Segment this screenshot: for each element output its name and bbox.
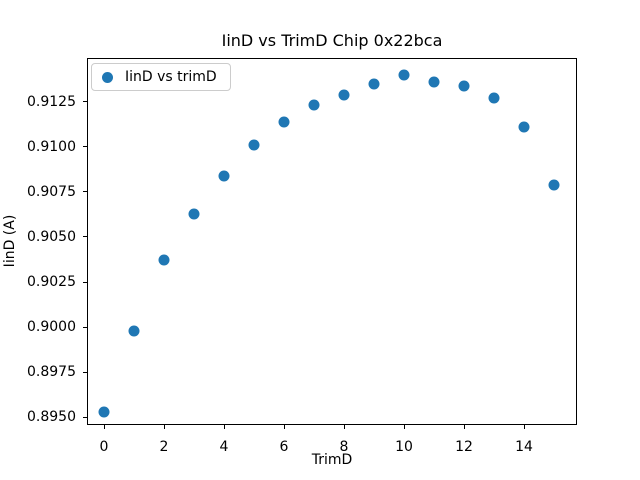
y-tick-mark [83,101,87,103]
plot-area [87,58,577,425]
x-tick-label: 14 [515,438,533,455]
y-tick-mark [83,416,87,418]
data-point [518,121,530,133]
x-tick-mark [103,424,105,429]
x-tick-label: 0 [99,438,109,455]
y-tick-mark [83,371,87,373]
scatter-marker-icon [102,71,113,83]
legend-label: IinD vs trimD [125,69,217,85]
y-tick-mark [83,146,87,148]
data-point [398,69,410,81]
y-tick-label: 0.9075 [27,183,76,200]
legend: IinD vs trimD [91,63,231,91]
chart-title: IinD vs TrimD Chip 0x22bca [221,31,443,50]
data-point [338,89,350,101]
x-tick-mark [463,424,465,429]
data-point [248,139,260,151]
x-tick-mark [283,424,285,429]
data-point [428,76,440,88]
data-point [368,78,380,90]
data-point [308,99,320,111]
data-point [488,92,500,104]
y-tick-label: 0.9125 [27,93,76,110]
x-tick-label: 12 [455,438,473,455]
x-tick-label: 10 [395,438,413,455]
y-tick-mark [83,326,87,328]
x-axis-label: TrimD [311,452,353,468]
data-point [128,325,140,337]
x-tick-label: 6 [279,438,289,455]
y-tick-label: 0.9025 [27,274,76,291]
y-tick-label: 0.8950 [27,409,76,426]
x-tick-mark [163,424,165,429]
data-point [278,116,290,128]
data-point [158,254,170,266]
y-tick-mark [83,236,87,238]
x-tick-mark [223,424,225,429]
x-tick-mark [343,424,345,429]
x-tick-label: 2 [159,438,169,455]
y-tick-label: 0.8975 [27,364,76,381]
data-point [548,179,560,191]
y-tick-label: 0.9100 [27,138,76,155]
data-point [98,406,110,418]
x-tick-mark [403,424,405,429]
data-point [188,208,200,220]
x-tick-label: 4 [219,438,229,455]
y-tick-mark [83,281,87,283]
y-tick-label: 0.9000 [27,319,76,336]
x-tick-mark [523,424,525,429]
x-tick-label: 8 [339,438,349,455]
data-point [218,170,230,182]
y-tick-label: 0.9050 [27,228,76,245]
data-point [458,80,470,92]
y-tick-mark [83,191,87,193]
